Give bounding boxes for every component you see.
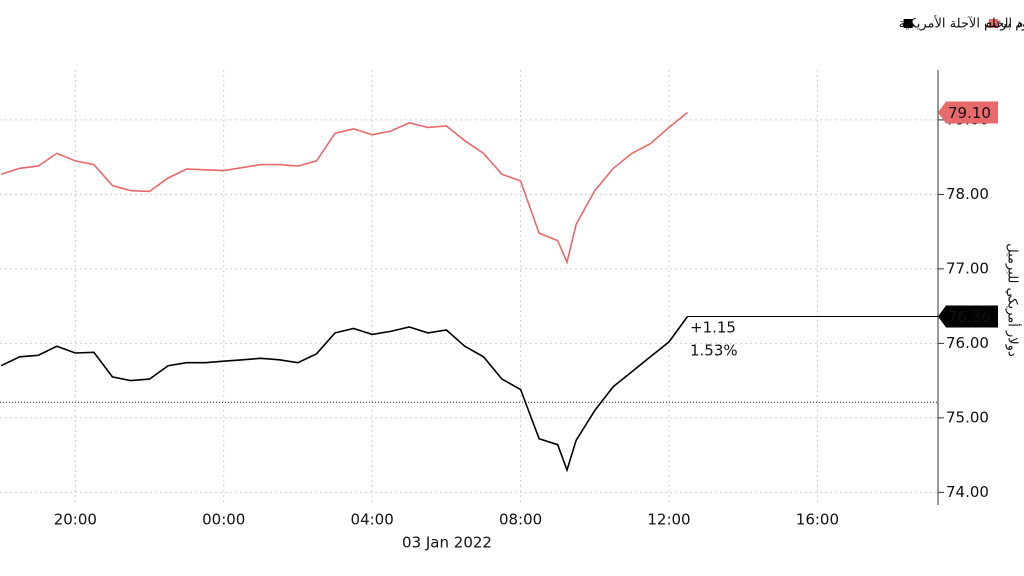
last-value-label: 76.36 — [948, 308, 991, 326]
y-tick-label: 75.00 — [946, 408, 989, 426]
last-value-box — [938, 101, 998, 124]
change-label: +1.15 — [690, 319, 736, 337]
legend-swatch — [989, 19, 998, 28]
legend-label: خام برنت — [984, 17, 1024, 32]
series-line — [0, 316, 689, 473]
last-value-label: 79.10 — [948, 104, 991, 122]
last-value-box — [938, 305, 998, 328]
x-tick-label: 08:00 — [499, 511, 542, 529]
x-tick-label: 20:00 — [54, 511, 97, 529]
x-tick-label: 00:00 — [202, 511, 245, 529]
change-pct-label: 1.53% — [690, 342, 738, 360]
y-tick-label: 76.00 — [946, 334, 989, 352]
legend-label: عقود الخام الآجلة الأمريكية — [899, 15, 1024, 32]
y-axis-label: دولار أمريكي للبرميل — [1005, 243, 1022, 357]
x-tick-label: 04:00 — [351, 511, 394, 529]
legend-swatch — [903, 19, 913, 28]
x-tick-label: 16:00 — [796, 511, 839, 529]
y-tick-label: 77.00 — [946, 259, 989, 277]
series-line — [0, 111, 689, 265]
date-label: 03 Jan 2022 — [402, 534, 492, 552]
x-tick-label: 12:00 — [647, 511, 690, 529]
y-tick-label: 78.00 — [946, 185, 989, 203]
y-tick-label: 74.00 — [946, 483, 989, 501]
